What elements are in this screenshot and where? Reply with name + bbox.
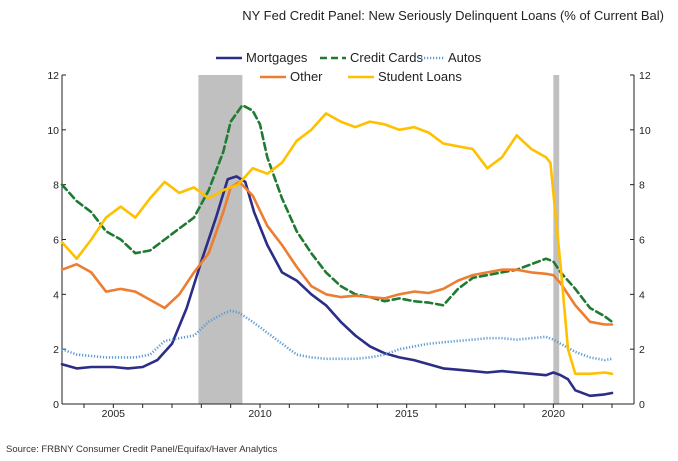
y-tick-label-left: 12 bbox=[47, 70, 59, 82]
series-line-autos bbox=[61, 309, 613, 362]
y-tick-label-right: 6 bbox=[639, 235, 645, 247]
chart-source: Source: FRBNY Consumer Credit Panel/Equi… bbox=[6, 444, 278, 455]
series-layer bbox=[60, 103, 614, 398]
y-tick-label-left: 0 bbox=[53, 399, 59, 411]
series-line-credit-cards bbox=[60, 103, 614, 324]
chart-title: NY Fed Credit Panel: New Seriously Delin… bbox=[242, 8, 664, 23]
series-line-student-loans bbox=[60, 112, 614, 376]
y-tick-label-left: 8 bbox=[53, 180, 59, 192]
y-tick-label-right: 0 bbox=[639, 399, 645, 411]
y-tick-label-right: 10 bbox=[639, 125, 651, 137]
legend: Mortgages Credit Cards Autos Other Student L… bbox=[216, 50, 482, 84]
y-tick-label-right: 2 bbox=[639, 344, 645, 356]
y-tick-label-left: 2 bbox=[53, 344, 59, 356]
y-tick-label-left: 4 bbox=[53, 289, 59, 301]
legend-label-other: Other bbox=[290, 69, 323, 84]
legend-label-student-loans: Student Loans bbox=[378, 69, 462, 84]
x-tick-label: 2015 bbox=[395, 408, 419, 420]
series-line-other bbox=[60, 180, 614, 326]
x-tick-label: 2020 bbox=[542, 408, 566, 420]
axes-layer: 0 0 2 2 4 4 6 6 8 8 10 10 12 12 2005 2010 2015 2020 bbox=[47, 70, 651, 420]
series-line-mortgages bbox=[60, 175, 614, 398]
recession-band bbox=[198, 75, 243, 404]
legend-label-mortgages: Mortgages bbox=[246, 50, 308, 65]
legend-label-credit-cards: Credit Cards bbox=[350, 50, 423, 65]
y-tick-label-right: 12 bbox=[639, 70, 651, 82]
y-tick-label-left: 6 bbox=[53, 235, 59, 247]
x-tick-label: 2005 bbox=[102, 408, 126, 420]
y-tick-label-right: 4 bbox=[639, 289, 645, 301]
y-tick-label-right: 8 bbox=[639, 180, 645, 192]
y-tick-label-left: 10 bbox=[47, 125, 59, 137]
recession-shading-layer bbox=[198, 75, 560, 404]
recession-band bbox=[553, 75, 560, 404]
legend-label-autos: Autos bbox=[448, 50, 482, 65]
x-tick-label: 2010 bbox=[248, 408, 272, 420]
